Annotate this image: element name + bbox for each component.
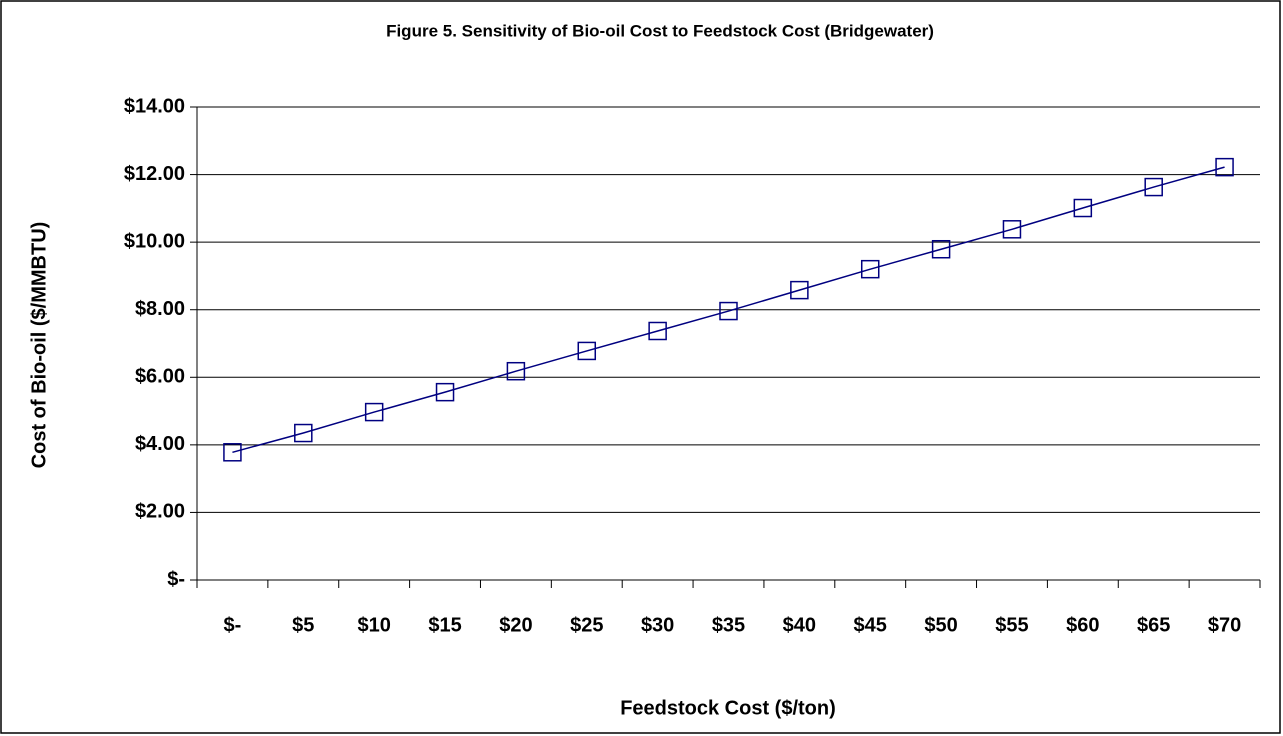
data-point	[294, 423, 313, 443]
y-tick-label: $2.00	[135, 501, 185, 523]
x-tick-label: $55	[995, 614, 1028, 636]
y-axis-label: Cost of Bio-oil ($/MMBTU)	[28, 222, 50, 469]
data-point	[719, 301, 738, 321]
x-tick-label: $40	[783, 614, 816, 636]
data-point	[860, 259, 880, 279]
data-point	[1002, 220, 1022, 239]
x-tick-label: $60	[1066, 614, 1099, 636]
chart-title: Figure 5. Sensitivity of Bio-oil Cost to…	[386, 21, 934, 40]
y-tick-label: $6.00	[135, 366, 185, 388]
data-point	[1215, 157, 1234, 177]
data-point	[223, 443, 242, 462]
data-point	[506, 361, 526, 381]
data-point	[364, 402, 384, 422]
data-point	[577, 341, 597, 361]
x-tick-label: $25	[570, 614, 603, 636]
y-tick-label: $8.00	[135, 298, 185, 320]
x-tick-label: $20	[499, 614, 532, 636]
x-tick-label: $70	[1208, 614, 1241, 636]
x-tick-label: $10	[357, 614, 390, 636]
x-axis-label: Feedstock Cost ($/ton)	[620, 697, 836, 719]
y-tick-label: $12.00	[124, 163, 185, 185]
y-tick-label: $10.00	[124, 230, 185, 252]
data-point	[1144, 177, 1163, 197]
x-tick-label: $-	[224, 614, 242, 636]
y-tick-label: $14.00	[124, 95, 185, 117]
data-point	[1073, 198, 1093, 218]
x-tick-label: $35	[712, 614, 745, 636]
y-tick-label: $-	[167, 568, 185, 590]
series-line	[232, 166, 1225, 454]
data-point	[435, 382, 455, 402]
x-tick-label: $30	[641, 614, 674, 636]
data-point	[790, 280, 809, 300]
x-tick-label: $15	[428, 614, 461, 636]
x-tick-label: $65	[1137, 614, 1170, 636]
data-point	[931, 239, 951, 259]
x-tick-label: $50	[924, 614, 957, 636]
data-point	[648, 321, 667, 341]
x-tick-label: $5	[292, 614, 314, 636]
x-tick-label: $45	[854, 614, 887, 636]
y-tick-label: $4.00	[135, 433, 185, 455]
